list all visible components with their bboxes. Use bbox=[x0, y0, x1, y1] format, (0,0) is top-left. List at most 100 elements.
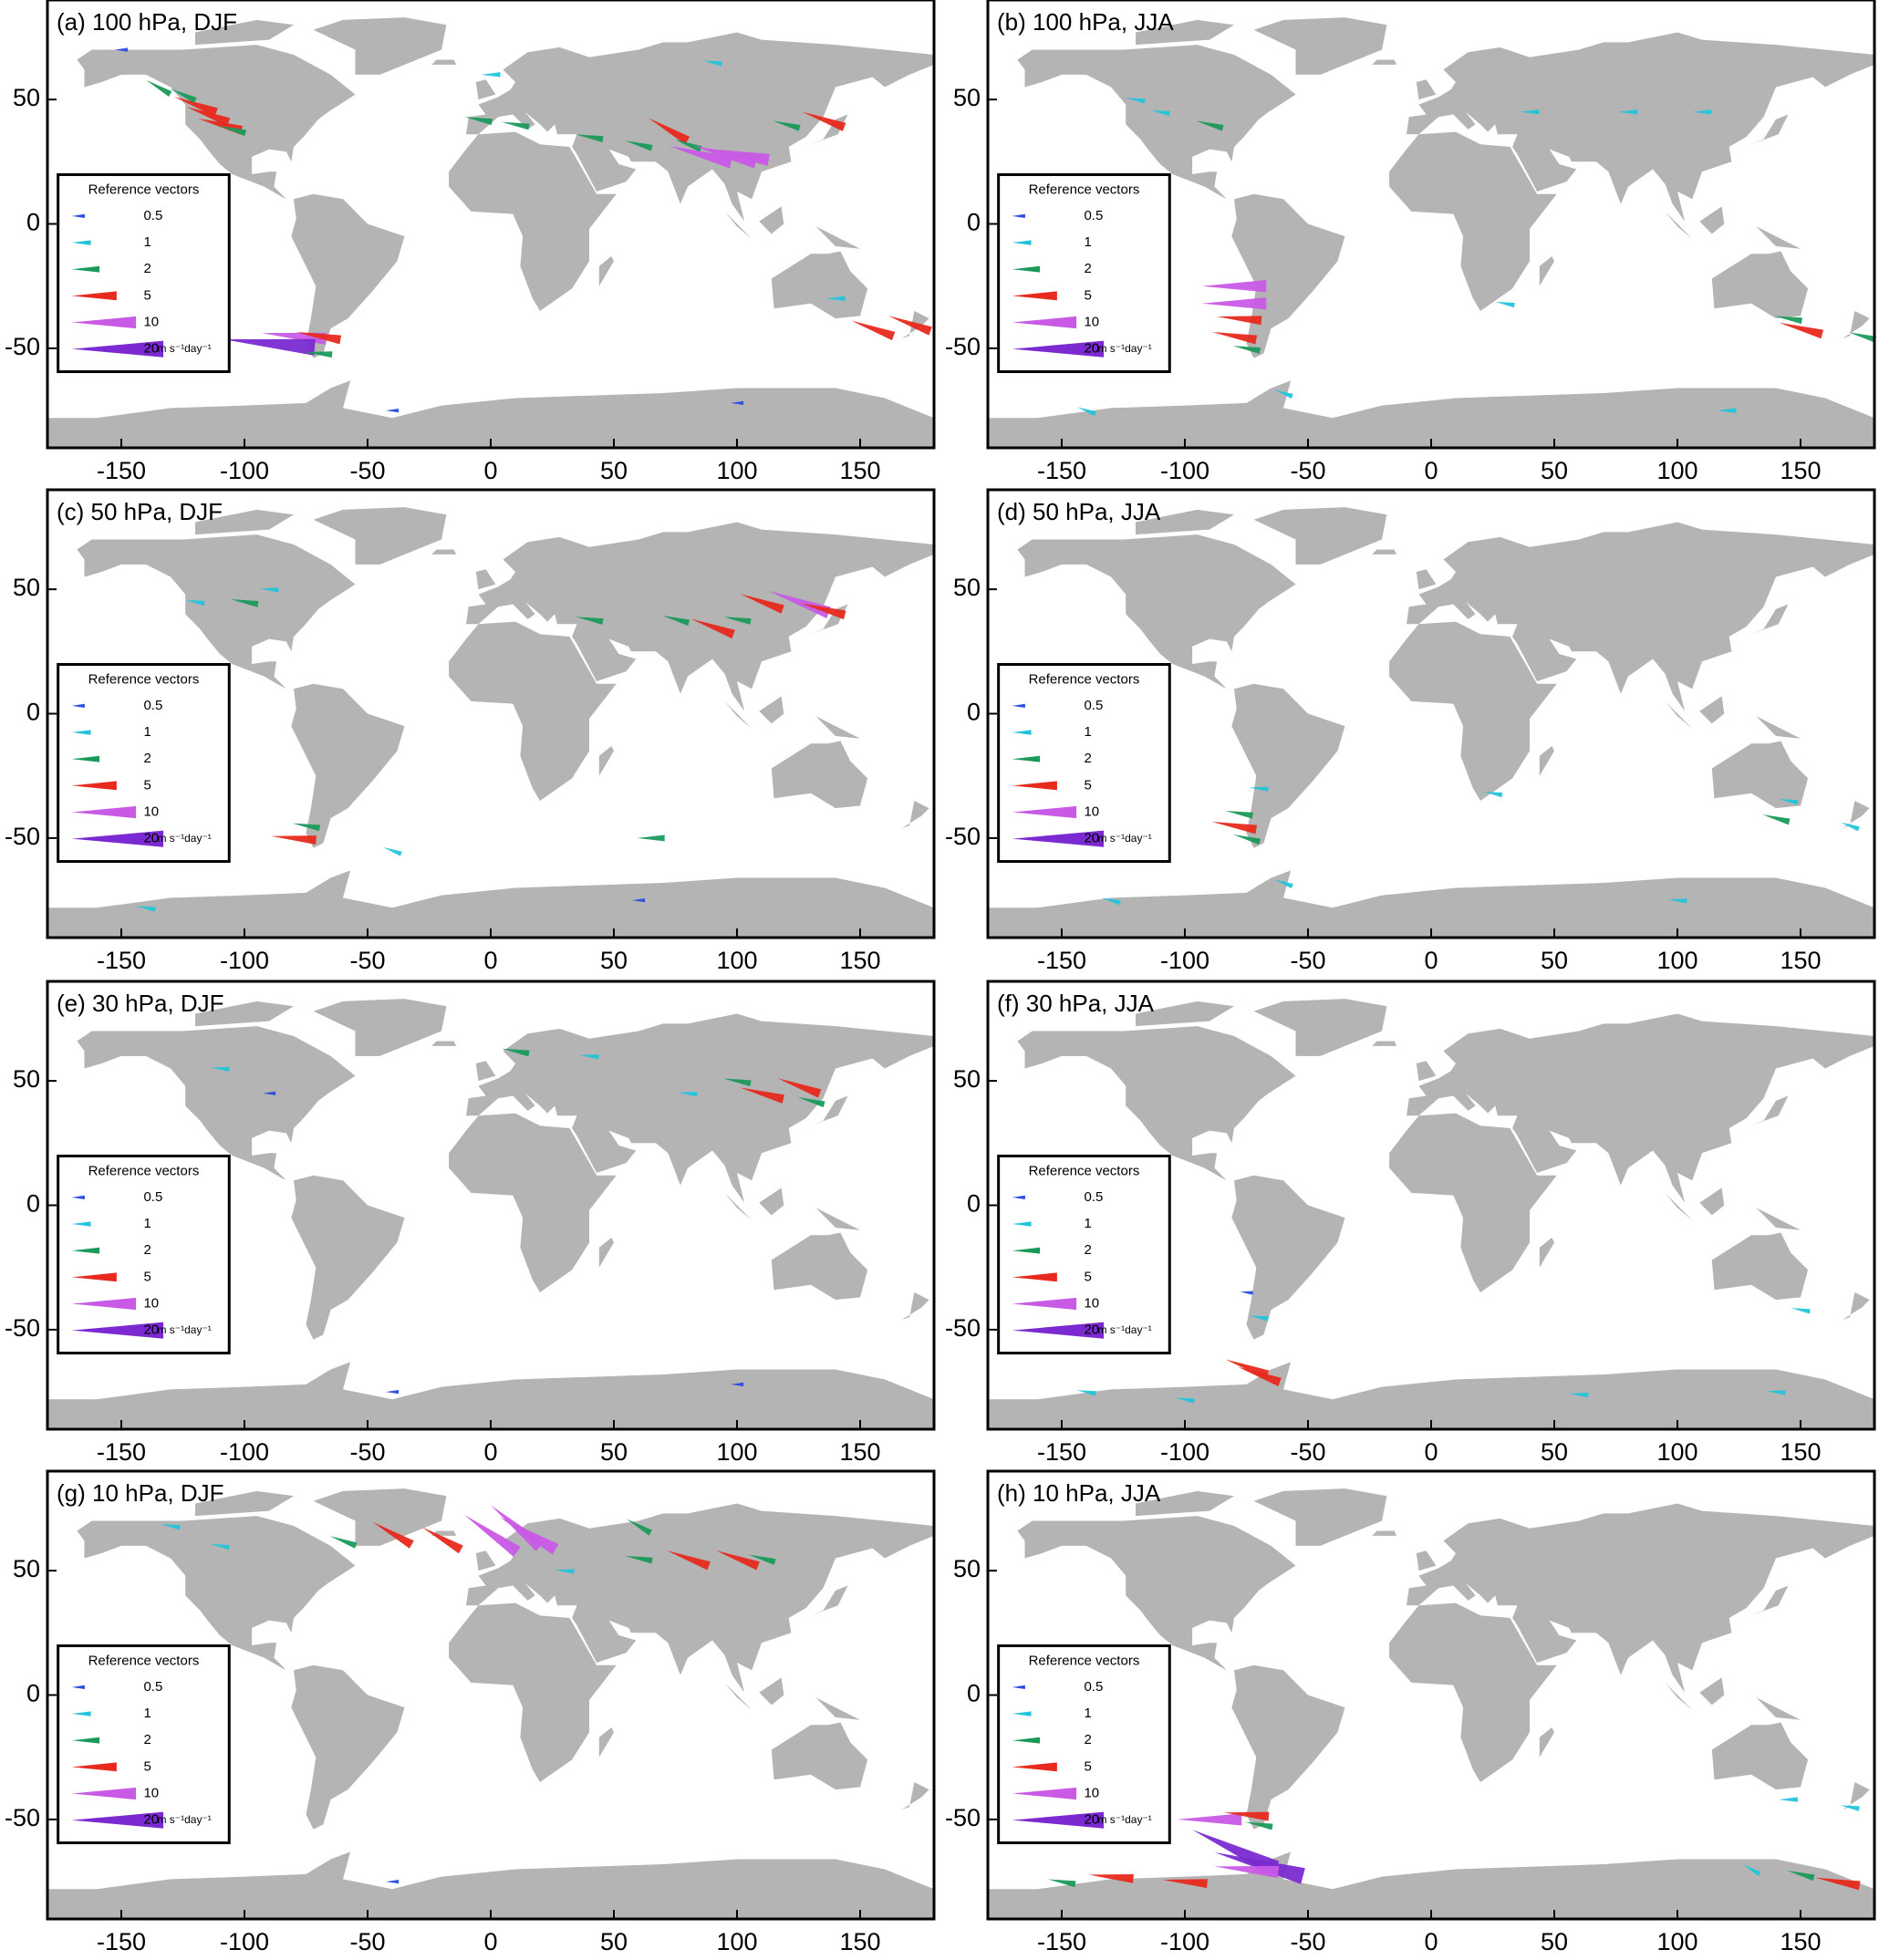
legend-title: Reference vectors bbox=[1029, 1654, 1140, 1669]
y-tick-label: 0 bbox=[967, 209, 981, 236]
vector bbox=[210, 1544, 230, 1550]
vector bbox=[693, 146, 758, 169]
reference-vector bbox=[71, 1685, 85, 1689]
vector bbox=[801, 603, 846, 620]
reference-vector bbox=[1012, 1711, 1032, 1716]
vector bbox=[1815, 1877, 1861, 1891]
vector bbox=[1126, 98, 1146, 104]
y-tick-label: -50 bbox=[5, 1804, 40, 1831]
vector bbox=[1742, 1864, 1761, 1876]
vector bbox=[678, 1091, 698, 1097]
y-tick-label: 50 bbox=[13, 574, 40, 601]
vector bbox=[1841, 822, 1860, 832]
y-tick-label: -50 bbox=[5, 1314, 40, 1342]
vector bbox=[777, 1078, 822, 1098]
vector bbox=[262, 1091, 276, 1095]
x-tick-label: 0 bbox=[483, 1928, 497, 1955]
vector bbox=[385, 1389, 400, 1395]
panel-title: (f) 30 hPa, JJA bbox=[997, 990, 1155, 1017]
x-tick-label: 100 bbox=[1656, 1928, 1697, 1955]
vector bbox=[1150, 109, 1170, 117]
panel: -150 -100 -50 0 50 100 150 -50 0 50 (e) 30 hPa, DJ… bbox=[5, 980, 936, 1466]
panel-title: (a) 100 hPa, DJF bbox=[57, 8, 237, 36]
reference-vector bbox=[71, 805, 137, 819]
reference-label: 5 bbox=[1084, 1269, 1091, 1284]
vector bbox=[1779, 322, 1824, 339]
x-tick-label: 150 bbox=[839, 947, 880, 974]
reference-label: 2 bbox=[143, 1732, 151, 1747]
vector bbox=[669, 146, 733, 169]
reference-vector bbox=[71, 1272, 117, 1282]
reference-label: 0.5 bbox=[143, 208, 162, 223]
vector bbox=[1211, 331, 1258, 345]
x-tick-label: 0 bbox=[1424, 1438, 1438, 1466]
legend-box bbox=[57, 1644, 231, 1845]
vector bbox=[723, 617, 752, 625]
reference-vector bbox=[71, 240, 91, 245]
vector bbox=[1076, 1390, 1096, 1396]
vector bbox=[1201, 297, 1267, 310]
legend: Reference vectors 0.5 1 2 5 10 20m s⁻¹day⁻¹ bbox=[997, 1154, 1171, 1355]
reference-vector bbox=[1012, 805, 1077, 819]
vector bbox=[1225, 810, 1253, 819]
reference-unit: m s⁻¹day⁻¹ bbox=[157, 1813, 211, 1826]
reference-unit: m s⁻¹day⁻¹ bbox=[157, 832, 211, 845]
reference-vector bbox=[1012, 1221, 1032, 1227]
reference-label: 0.5 bbox=[1084, 1189, 1103, 1205]
vector bbox=[1175, 1397, 1195, 1404]
y-tick-label: -50 bbox=[945, 1314, 981, 1342]
reference-label: 0.5 bbox=[1084, 698, 1103, 713]
vector bbox=[1779, 799, 1799, 805]
vector bbox=[626, 1519, 652, 1536]
reference-label: 10 bbox=[143, 1295, 159, 1311]
vector bbox=[674, 140, 702, 152]
reference-label: 20 bbox=[1084, 1322, 1099, 1338]
legend: Reference vectors 0.5 1 2 5 10 20m s⁻¹day⁻¹ bbox=[57, 1644, 231, 1845]
reference-label: 10 bbox=[1084, 804, 1099, 819]
vector bbox=[1520, 109, 1540, 115]
reference-label: 1 bbox=[143, 724, 151, 740]
reference-vector bbox=[1012, 1787, 1077, 1800]
vector bbox=[1483, 791, 1503, 798]
legend-box bbox=[997, 1644, 1171, 1845]
vector bbox=[1048, 1879, 1076, 1888]
reference-vector bbox=[71, 291, 117, 301]
reference-label: 2 bbox=[143, 261, 151, 276]
reference-label: 5 bbox=[143, 1758, 151, 1774]
reference-label: 2 bbox=[143, 751, 151, 766]
reference-label: 5 bbox=[1084, 287, 1091, 303]
vector bbox=[136, 906, 156, 912]
y-tick-label: 0 bbox=[26, 1680, 40, 1707]
vector bbox=[114, 47, 129, 52]
reference-label: 20 bbox=[1084, 831, 1099, 846]
vector bbox=[1274, 879, 1293, 889]
x-tick-label: 150 bbox=[1780, 947, 1821, 974]
legend-box bbox=[997, 1154, 1171, 1355]
x-tick-label: 0 bbox=[1424, 457, 1438, 484]
reference-label: 2 bbox=[1084, 1732, 1091, 1747]
vector bbox=[715, 1550, 760, 1571]
reference-label: 20 bbox=[143, 1322, 159, 1338]
reference-vector bbox=[1012, 291, 1057, 301]
reference-label: 5 bbox=[143, 287, 151, 303]
vector bbox=[421, 1527, 463, 1554]
vector bbox=[1216, 316, 1262, 326]
vector bbox=[1240, 1291, 1253, 1295]
reference-vector bbox=[71, 1195, 85, 1199]
reference-vector bbox=[71, 213, 85, 218]
y-tick-label: -50 bbox=[5, 823, 40, 850]
vector bbox=[1162, 1879, 1208, 1889]
x-tick-label: -150 bbox=[97, 1438, 146, 1466]
vector bbox=[1274, 389, 1293, 399]
reference-label: 10 bbox=[143, 314, 159, 329]
x-tick-label: 50 bbox=[600, 947, 628, 974]
vector bbox=[210, 1066, 230, 1073]
reference-vector bbox=[1012, 340, 1105, 358]
vector bbox=[304, 351, 333, 358]
x-tick-label: 50 bbox=[1541, 457, 1568, 484]
vector bbox=[748, 1554, 776, 1565]
vector bbox=[649, 118, 690, 145]
reference-vector bbox=[71, 755, 100, 762]
reference-vector bbox=[1012, 1272, 1057, 1282]
